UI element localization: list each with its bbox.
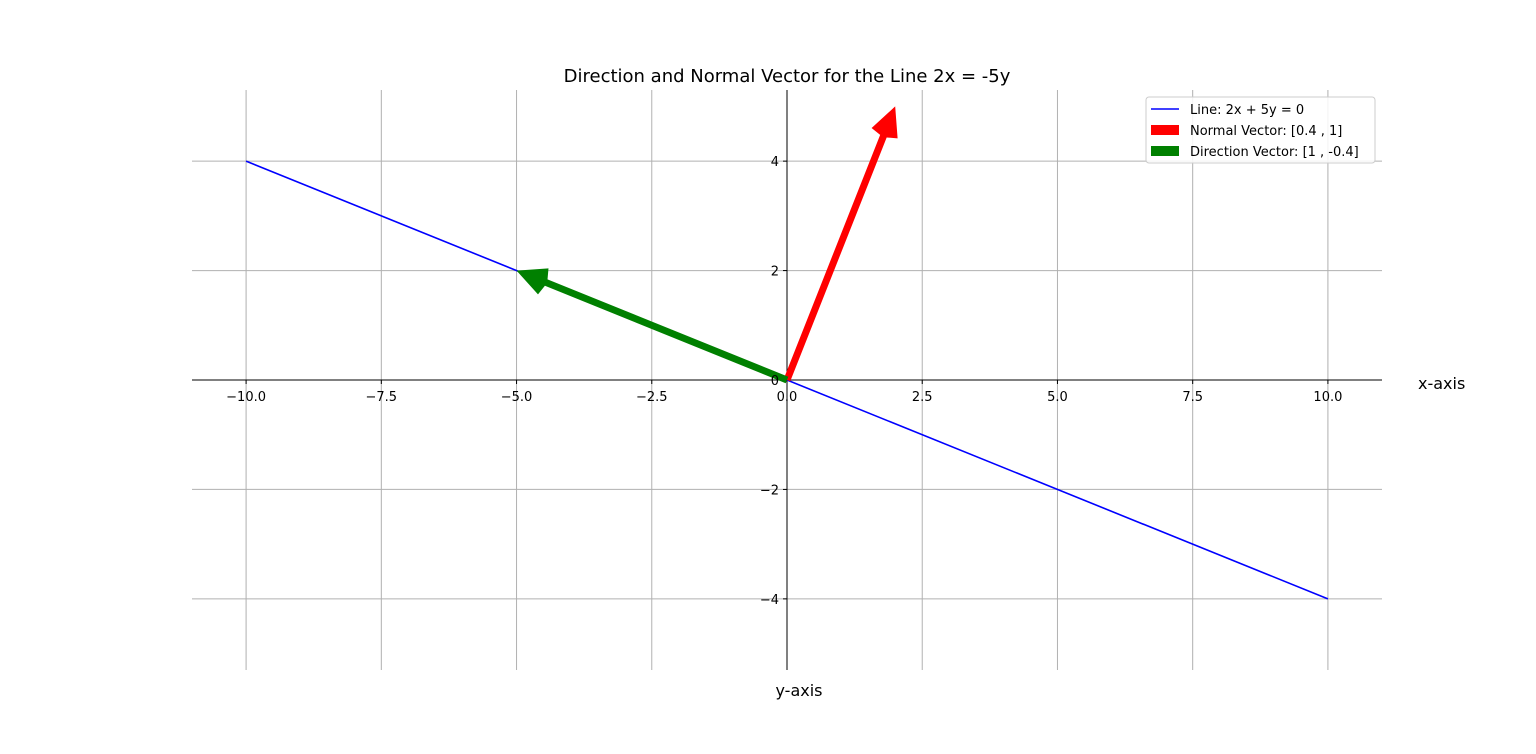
x-tick-label: 2.5 [912,390,933,405]
y-tick-label: 0 [771,374,779,389]
x-tick-label: 0.0 [777,390,798,405]
x-tick-label: −2.5 [636,390,668,405]
x-tick-label: −10.0 [226,390,266,405]
x-tick-label: 5.0 [1047,390,1068,405]
direction-vector-arrow [516,268,789,384]
x-axis-label: x-axis [1418,374,1465,393]
legend-patch-swatch [1151,125,1179,135]
x-tick-label: −5.0 [501,390,533,405]
x-tick-label: 7.5 [1182,390,1203,405]
legend-entry-label: Normal Vector: [0.4 , 1] [1190,124,1342,139]
y-axis-label: y-axis [775,681,822,700]
x-tick-label: −7.5 [366,390,398,405]
y-tick-label: −2 [760,483,779,498]
legend-box [1145,96,1376,164]
y-tick-label: 2 [771,265,779,280]
tick-labels: −10.0 −7.5 −5.0 −2.5 0.0 2.5 5.0 7.5 10.0 −4 −2 0 2 4 [226,155,1342,608]
legend-patch-swatch [1151,146,1179,156]
legend-entry-label: Direction Vector: [1 , -0.4] [1190,145,1359,160]
vector-layer [516,106,898,384]
normal-vector-arrow [783,106,898,382]
x-tick-label: 10.0 [1313,390,1342,405]
chart-title: Direction and Normal Vector for the Line… [564,66,1011,87]
legend-entry-label: Line: 2x + 5y = 0 [1190,103,1304,118]
y-tick-label: 4 [771,155,779,170]
y-tick-label: −4 [760,593,779,608]
legend: Line: 2x + 5y = 0 Normal Vector: [0.4 , 1… [1145,96,1376,164]
